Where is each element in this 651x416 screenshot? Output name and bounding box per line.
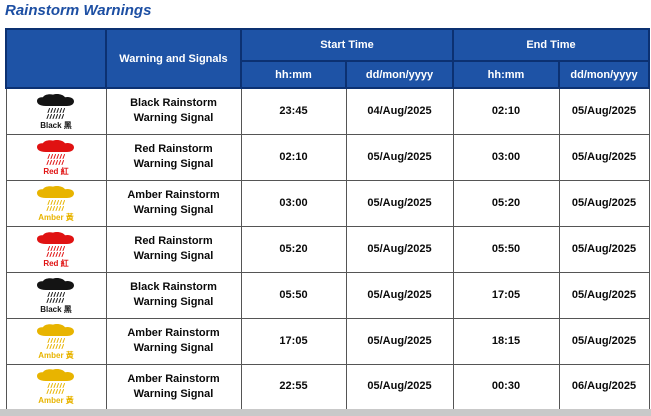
- warning-signal-name: Red Rainstorm Warning Signal: [105, 133, 242, 181]
- page-title: Rainstorm Warnings: [5, 2, 152, 19]
- header-end-date-format: dd/mon/yyyy: [558, 60, 650, 89]
- header-start-date-format: dd/mon/yyyy: [345, 60, 454, 89]
- start-time-date: 05/Aug/2025: [345, 179, 454, 227]
- start-time-date: 05/Aug/2025: [345, 363, 454, 411]
- table-row: Black 黑 Black Rainstorm Warning Signal 2…: [5, 87, 650, 135]
- start-time-date: 05/Aug/2025: [345, 271, 454, 319]
- warning-signal-name: Amber Rainstorm Warning Signal: [105, 363, 242, 411]
- start-time-hhmm: 03:00: [240, 179, 347, 227]
- rain-streaks-icon: [46, 245, 65, 257]
- start-time-date: 04/Aug/2025: [345, 87, 454, 135]
- end-time-date: 05/Aug/2025: [558, 271, 650, 319]
- signal-icon-cell: Black 黑: [5, 271, 107, 319]
- signal-icon-label: Amber 黃: [38, 212, 74, 222]
- header-start-hhmm: hh:mm: [240, 60, 347, 89]
- rain-cloud-icon: [37, 277, 74, 303]
- start-time-date: 05/Aug/2025: [345, 225, 454, 273]
- end-time-date: 05/Aug/2025: [558, 87, 650, 135]
- header-end-time: End Time: [452, 28, 650, 62]
- rainstorm-signal-icon: Red 紅: [34, 231, 78, 268]
- start-time-date: 05/Aug/2025: [345, 133, 454, 181]
- start-time-hhmm: 22:55: [240, 363, 347, 411]
- end-time-hhmm: 18:15: [452, 317, 560, 365]
- rain-streaks-icon: [46, 199, 65, 211]
- signal-icon-cell: Black 黑: [5, 87, 107, 135]
- rain-cloud-icon: [37, 93, 74, 119]
- rain-streaks-icon: [46, 291, 65, 303]
- rain-cloud-icon: [37, 139, 74, 165]
- bottom-edge-strip: [0, 409, 651, 416]
- warning-signal-name: Amber Rainstorm Warning Signal: [105, 317, 242, 365]
- rainstorm-signal-icon: Black 黑: [34, 277, 78, 314]
- rain-cloud-icon: [37, 231, 74, 257]
- end-time-date: 05/Aug/2025: [558, 317, 650, 365]
- rainstorm-signal-icon: Amber 黃: [34, 368, 78, 405]
- table-body: Black 黑 Black Rainstorm Warning Signal 2…: [5, 87, 650, 411]
- rain-streaks-icon: [46, 383, 65, 395]
- start-time-hhmm: 05:20: [240, 225, 347, 273]
- end-time-date: 05/Aug/2025: [558, 225, 650, 273]
- end-time-hhmm: 02:10: [452, 87, 560, 135]
- end-time-hhmm: 03:00: [452, 133, 560, 181]
- end-time-hhmm: 05:20: [452, 179, 560, 227]
- signal-icon-label: Amber 黃: [38, 350, 74, 360]
- signal-icon-cell: Amber 黃: [5, 317, 107, 365]
- start-time-hhmm: 05:50: [240, 271, 347, 319]
- header-warning-and-signals: Warning and Signals: [105, 28, 242, 89]
- signal-icon-cell: Amber 黃: [5, 363, 107, 411]
- warning-signal-name: Amber Rainstorm Warning Signal: [105, 179, 242, 227]
- signal-icon-cell: Red 紅: [5, 133, 107, 181]
- end-time-date: 06/Aug/2025: [558, 363, 650, 411]
- end-time-hhmm: 17:05: [452, 271, 560, 319]
- signal-icon-cell: Red 紅: [5, 225, 107, 273]
- rain-streaks-icon: [46, 153, 65, 165]
- warning-signal-name: Red Rainstorm Warning Signal: [105, 225, 242, 273]
- table-header: Warning and Signals Start Time End Time …: [5, 28, 650, 89]
- end-time-hhmm: 05:50: [452, 225, 560, 273]
- rainstorm-signal-icon: Amber 黃: [34, 185, 78, 222]
- rain-streaks-icon: [46, 337, 65, 349]
- end-time-date: 05/Aug/2025: [558, 179, 650, 227]
- warning-signal-name: Black Rainstorm Warning Signal: [105, 271, 242, 319]
- rain-streaks-icon: [46, 107, 65, 119]
- header-end-hhmm: hh:mm: [452, 60, 560, 89]
- table-row: Black 黑 Black Rainstorm Warning Signal 0…: [5, 271, 650, 319]
- end-time-date: 05/Aug/2025: [558, 133, 650, 181]
- signal-icon-label: Amber 黃: [38, 396, 74, 406]
- start-time-date: 05/Aug/2025: [345, 317, 454, 365]
- start-time-hhmm: 02:10: [240, 133, 347, 181]
- rain-cloud-icon: [37, 323, 74, 349]
- header-start-time: Start Time: [240, 28, 454, 62]
- table-row: Amber 黃 Amber Rainstorm Warning Signal 0…: [5, 179, 650, 227]
- rain-cloud-icon: [37, 185, 74, 211]
- warning-signal-name: Black Rainstorm Warning Signal: [105, 87, 242, 135]
- table-row: Red 紅 Red Rainstorm Warning Signal 02:10…: [5, 133, 650, 181]
- signal-icon-label: Red 紅: [43, 258, 69, 268]
- end-time-hhmm: 00:30: [452, 363, 560, 411]
- header-icon-column: [5, 28, 107, 89]
- rainstorm-signal-icon: Amber 黃: [34, 323, 78, 360]
- signal-icon-cell: Amber 黃: [5, 179, 107, 227]
- rainstorm-signal-icon: Black 黑: [34, 93, 78, 130]
- start-time-hhmm: 17:05: [240, 317, 347, 365]
- signal-icon-label: Red 紅: [43, 166, 69, 176]
- signal-icon-label: Black 黑: [40, 120, 72, 130]
- start-time-hhmm: 23:45: [240, 87, 347, 135]
- rainstorm-warnings-table: Warning and Signals Start Time End Time …: [5, 28, 650, 411]
- table-row: Amber 黃 Amber Rainstorm Warning Signal 2…: [5, 363, 650, 411]
- signal-icon-label: Black 黑: [40, 304, 72, 314]
- rainstorm-signal-icon: Red 紅: [34, 139, 78, 176]
- table-row: Red 紅 Red Rainstorm Warning Signal 05:20…: [5, 225, 650, 273]
- table-row: Amber 黃 Amber Rainstorm Warning Signal 1…: [5, 317, 650, 365]
- rain-cloud-icon: [37, 369, 74, 395]
